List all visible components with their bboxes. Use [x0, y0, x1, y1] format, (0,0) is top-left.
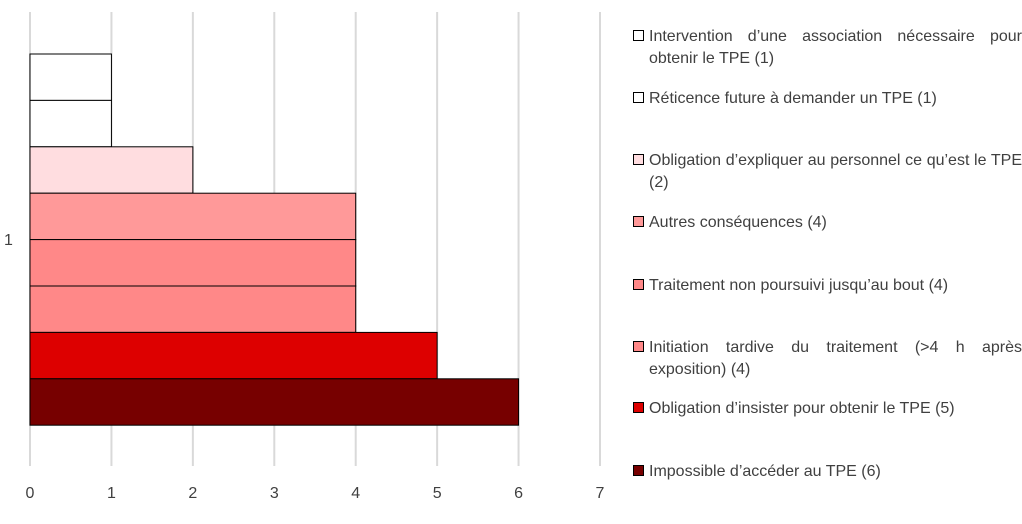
legend-label: Obligation d’expliquer au personnel ce q…: [649, 152, 1022, 191]
legend-item-7: Obligation d’insister pour obtenir le TP…: [633, 398, 1022, 420]
legend-swatch: [633, 154, 644, 165]
legend-item-3: Obligation d’expliquer au personnel ce q…: [633, 150, 1022, 194]
bar-4: [29, 192, 357, 241]
x-tick-label-5: 5: [433, 485, 442, 502]
legend-item-6: Initiation tardive du traitement (>4 h a…: [633, 337, 1022, 381]
legend-swatch: [633, 92, 644, 103]
legend-item-5: Traitement non poursuivi jusqu’au bout (…: [633, 275, 1022, 297]
legend-label: Impossible d’accéder au TPE (6): [649, 463, 881, 480]
x-tick-label-0: 0: [26, 485, 35, 502]
x-tick-label-3: 3: [270, 485, 279, 502]
bar-3: [29, 146, 194, 194]
legend-label: Initiation tardive du traitement (>4 h a…: [649, 339, 1022, 378]
legend-item-4: Autres conséquences (4): [633, 212, 1022, 234]
x-tick-label-4: 4: [351, 485, 360, 502]
legend-item-1: Intervention d’une association nécessair…: [633, 26, 1022, 70]
legend-swatch: [633, 30, 644, 41]
x-tick-label-6: 6: [514, 485, 523, 502]
x-tick-label-2: 2: [188, 485, 197, 502]
y-category-label: 1: [4, 232, 13, 249]
legend: Intervention d’une association nécessair…: [633, 0, 1022, 524]
bar-7: [29, 331, 438, 380]
legend-swatch: [633, 465, 644, 476]
legend-swatch: [633, 279, 644, 290]
x-tick-label-7: 7: [596, 485, 605, 502]
bars: [29, 53, 520, 426]
bar-5: [29, 239, 357, 287]
legend-label: Traitement non poursuivi jusqu’au bout (…: [649, 277, 949, 294]
x-tick-label-1: 1: [107, 485, 116, 502]
legend-item-2: Réticence future à demander un TPE (1): [633, 88, 1022, 110]
legend-swatch: [633, 216, 644, 227]
bar-8: [29, 378, 520, 426]
legend-label: Autres conséquences (4): [649, 214, 827, 231]
legend-label: Réticence future à demander un TPE (1): [649, 90, 937, 107]
legend-swatch: [633, 341, 644, 352]
legend-swatch: [633, 402, 644, 413]
bar-6: [29, 285, 357, 333]
bar-1: [29, 53, 112, 101]
bar-chart: 0 1 2 3 4 5 6 7 1: [4, 12, 605, 502]
legend-item-8: Impossible d’accéder au TPE (6): [633, 461, 1022, 483]
legend-label: Intervention d’une association nécessair…: [649, 28, 1022, 67]
axis: 0 1 2 3 4 5 6 7 1: [4, 232, 605, 502]
bar-2: [29, 99, 112, 148]
legend-label: Obligation d’insister pour obtenir le TP…: [649, 400, 955, 417]
